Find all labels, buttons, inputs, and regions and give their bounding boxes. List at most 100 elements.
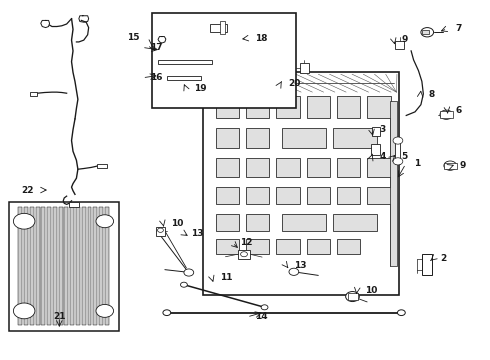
Text: 21: 21 [53,312,66,321]
Bar [246,214,270,231]
Text: 3: 3 [379,125,386,134]
Bar [246,187,270,204]
Bar [93,207,97,325]
Bar [337,187,360,204]
Bar [30,207,34,325]
Text: 9: 9 [460,161,466,170]
Text: 10: 10 [171,219,183,228]
Text: 15: 15 [127,33,140,42]
Circle shape [184,269,194,276]
Text: 18: 18 [255,34,267,43]
Text: 13: 13 [191,229,204,238]
Bar [246,96,270,118]
Bar [246,158,270,177]
Circle shape [393,158,403,165]
Bar [36,207,40,325]
Text: 1: 1 [414,159,420,168]
Text: 19: 19 [194,84,206,93]
Text: 9: 9 [401,35,408,44]
Bar [156,226,165,235]
Circle shape [241,252,247,257]
Bar [347,293,358,300]
Bar [203,72,399,295]
Circle shape [393,137,403,144]
Circle shape [96,305,114,318]
Bar [53,207,57,325]
Bar [152,13,296,108]
Circle shape [96,215,114,228]
Circle shape [157,59,165,65]
Bar [422,253,432,275]
Bar [337,239,360,253]
Bar [395,139,400,164]
Bar [70,207,74,325]
Bar [98,163,107,168]
Text: 13: 13 [294,261,306,270]
Text: 12: 12 [240,238,253,247]
Bar [210,24,227,32]
Text: 5: 5 [401,152,408,161]
Bar [216,158,239,177]
Bar [246,239,270,253]
Circle shape [345,292,359,302]
Bar [216,96,239,118]
Bar [276,158,300,177]
Bar [47,207,51,325]
Circle shape [261,305,268,310]
Text: 14: 14 [255,312,268,321]
Circle shape [158,228,163,232]
Bar [333,128,377,148]
Text: 4: 4 [379,152,386,161]
Bar [307,187,330,204]
Circle shape [289,268,299,275]
Bar [337,96,360,118]
Bar [158,60,212,64]
Circle shape [397,310,405,316]
Bar [282,214,326,231]
Bar [367,96,391,118]
Circle shape [421,28,434,37]
Bar [307,96,330,118]
Bar [422,30,429,35]
Text: 22: 22 [22,185,34,194]
Bar [371,144,380,155]
Text: 2: 2 [441,255,447,264]
Text: 11: 11 [220,273,232,282]
Bar [41,207,45,325]
Bar [69,202,79,207]
Circle shape [13,213,35,229]
Bar [82,207,86,325]
Bar [372,127,380,136]
Text: 16: 16 [150,73,163,82]
Circle shape [163,310,171,316]
Bar [167,76,201,80]
Bar [337,158,360,177]
Bar [300,63,310,73]
Bar [282,128,326,148]
Bar [88,207,92,325]
Bar [307,158,330,177]
Circle shape [13,303,35,319]
Bar [395,41,404,49]
Bar [216,187,239,204]
Bar [276,187,300,204]
Text: 6: 6 [455,105,462,114]
Bar [9,202,120,330]
Circle shape [204,59,212,65]
Bar [333,214,377,231]
Text: 8: 8 [428,90,435,99]
Bar [216,128,239,148]
Bar [444,163,457,168]
Bar [18,207,22,325]
Bar [59,207,63,325]
Bar [24,207,28,325]
Bar [276,239,300,253]
Circle shape [444,161,457,170]
Text: 10: 10 [365,286,377,295]
Bar [246,128,270,148]
Circle shape [440,110,453,120]
Bar [238,250,250,259]
Bar [390,101,397,266]
Text: 7: 7 [455,24,462,33]
Text: 17: 17 [150,43,162,52]
